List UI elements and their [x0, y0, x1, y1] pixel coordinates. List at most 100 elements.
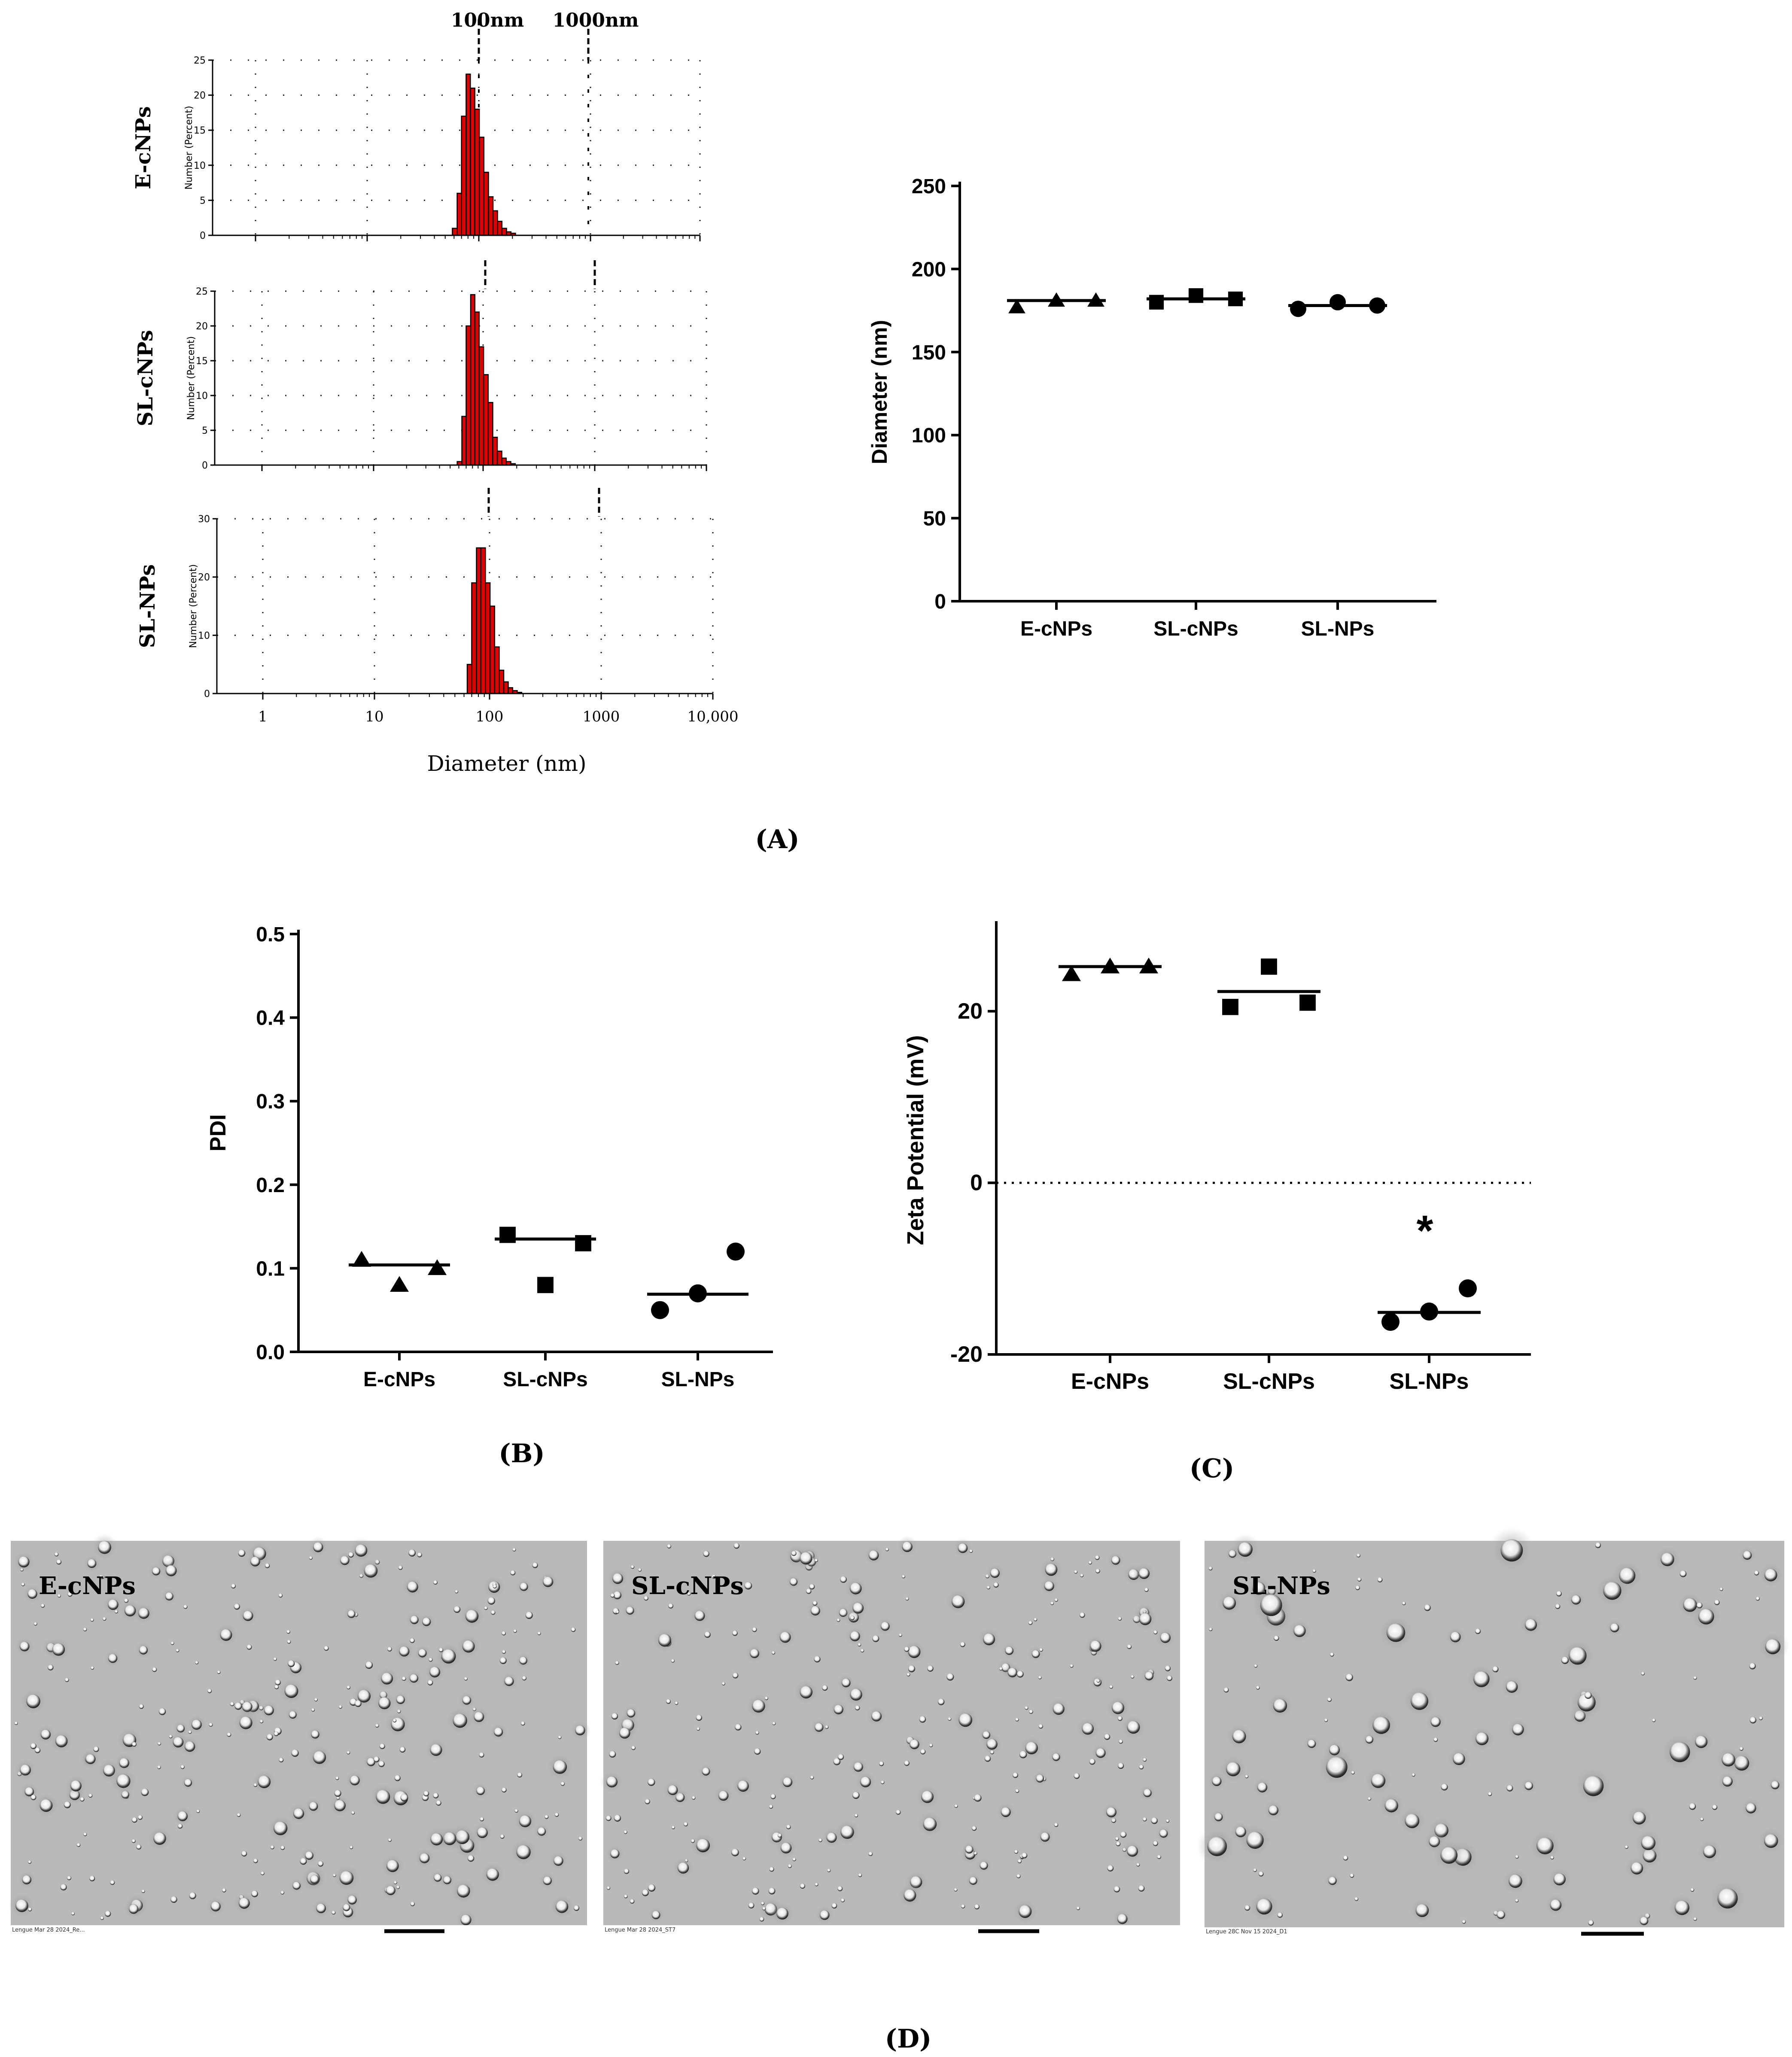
tem-particle — [777, 1833, 782, 1838]
tem-particle — [769, 1867, 774, 1872]
tem-particle — [990, 1750, 994, 1755]
tem-particle — [399, 1646, 410, 1657]
tem-particle — [1433, 1737, 1438, 1742]
tem-particle — [131, 1817, 137, 1823]
tem-particle — [429, 1658, 433, 1662]
tem-particle — [759, 1917, 764, 1922]
tem-particle — [1722, 1776, 1733, 1787]
tem-particle — [1746, 1803, 1756, 1814]
tem-particle — [417, 1552, 422, 1558]
tem-particle — [954, 1804, 958, 1808]
tem-particle — [1312, 1569, 1316, 1573]
tem-particle — [901, 1575, 905, 1579]
dls-y-axis-label: Number (Percent) — [184, 106, 195, 189]
dls-x-tick-label: 1000 — [583, 708, 620, 725]
tem-particle — [427, 1680, 433, 1686]
tem-particle — [152, 1567, 161, 1576]
tem-particle — [300, 1858, 307, 1865]
tem-particle — [487, 1597, 496, 1605]
tem-particle — [986, 1585, 990, 1589]
dls-bar — [492, 436, 498, 466]
tem-particle — [1693, 1676, 1697, 1680]
tem-particle — [364, 1564, 378, 1578]
panel-label-d: (D) — [885, 2024, 932, 2054]
tem-particle — [827, 1868, 831, 1872]
tem-particle — [691, 1839, 695, 1843]
tem-particle — [1453, 1753, 1465, 1765]
tem-particle — [1415, 1904, 1429, 1917]
tem-particle — [394, 1775, 401, 1781]
tem-particle — [1111, 1555, 1120, 1565]
tem-particle — [1550, 1899, 1562, 1911]
triangle-marker — [1048, 292, 1065, 307]
tem-particle — [744, 1582, 752, 1590]
tem-particle — [1450, 1631, 1461, 1643]
tem-particle — [222, 1888, 226, 1893]
tem-particle — [1036, 1774, 1044, 1783]
tem-particle — [667, 1544, 672, 1549]
tem-particle — [289, 1711, 297, 1719]
tem-particle — [1212, 1776, 1222, 1786]
tem-particle — [266, 1734, 273, 1741]
tem-particle — [238, 1549, 246, 1557]
tem-image-sl-nps: SL-NPs Lengue 28C Nov 15 2024_D1 — [1196, 1527, 1789, 1936]
tem-particle — [264, 1705, 274, 1716]
dls-y-tick-label: 15 — [196, 356, 208, 367]
tem-particle — [60, 1884, 67, 1891]
y-tick-label: 0.3 — [256, 1090, 285, 1113]
tem-particle — [609, 1750, 616, 1758]
circle-marker — [1369, 297, 1385, 314]
x-tick-label: SL-NPs — [661, 1368, 735, 1391]
tem-particle — [1462, 1920, 1466, 1924]
tem-particle — [1764, 1568, 1777, 1582]
tem-particles — [8, 1533, 591, 1931]
tem-particle — [788, 1864, 792, 1868]
tem-particle — [831, 1903, 837, 1909]
tem-particle — [1016, 1874, 1021, 1878]
panel-label-a: (A) — [755, 825, 799, 855]
tem-particle — [1038, 1676, 1042, 1680]
tem-particle — [1355, 1585, 1360, 1590]
tem-particle — [347, 1895, 357, 1905]
tem-particle — [339, 1871, 354, 1885]
tem-particle — [1357, 1553, 1360, 1558]
y-tick-label: 200 — [912, 258, 946, 281]
tem-particle — [230, 1702, 234, 1707]
tem-particle — [1076, 1906, 1080, 1910]
tem-particle — [1018, 1905, 1032, 1918]
tem-particle — [220, 1629, 232, 1641]
dls-x-axis-label: Diameter (nm) — [427, 751, 587, 776]
tem-particle — [974, 1794, 982, 1802]
tem-particle — [1157, 1855, 1161, 1859]
tem-particle — [555, 1900, 569, 1913]
tem-particle — [278, 1593, 283, 1598]
tem-particle — [1082, 1722, 1094, 1735]
tem-particle — [624, 1894, 628, 1899]
tem-particle — [1254, 1664, 1258, 1668]
tem-particle — [810, 1606, 820, 1616]
tem-particle — [1357, 1577, 1362, 1582]
tem-particle — [1166, 1819, 1170, 1823]
y-tick-label: 0.2 — [256, 1174, 285, 1197]
tem-particle — [310, 1874, 319, 1884]
tem-particle — [191, 1719, 202, 1730]
diameter-y-label: Diameter (nm) — [867, 320, 891, 464]
tem-particle — [615, 1661, 619, 1665]
tem-particle — [422, 1617, 431, 1626]
tem-particle — [1144, 1671, 1154, 1680]
triangle-marker — [352, 1251, 371, 1267]
tem-particle — [519, 1656, 527, 1665]
tem-particle — [1016, 1671, 1024, 1678]
tem-particle — [180, 1765, 185, 1769]
tem-particle — [355, 1544, 368, 1557]
tem-particle — [386, 1859, 399, 1872]
tem-particle — [1719, 1587, 1723, 1591]
tem-particle — [732, 1672, 739, 1679]
tem-particle — [694, 1610, 705, 1621]
tem-particle — [543, 1876, 552, 1885]
tem-particle — [537, 1631, 541, 1635]
tem-particle — [464, 1677, 468, 1681]
tem-particle — [895, 1810, 901, 1815]
dls-y-axis-label: Number (Percent) — [188, 564, 199, 648]
tem-particle — [129, 1904, 139, 1914]
